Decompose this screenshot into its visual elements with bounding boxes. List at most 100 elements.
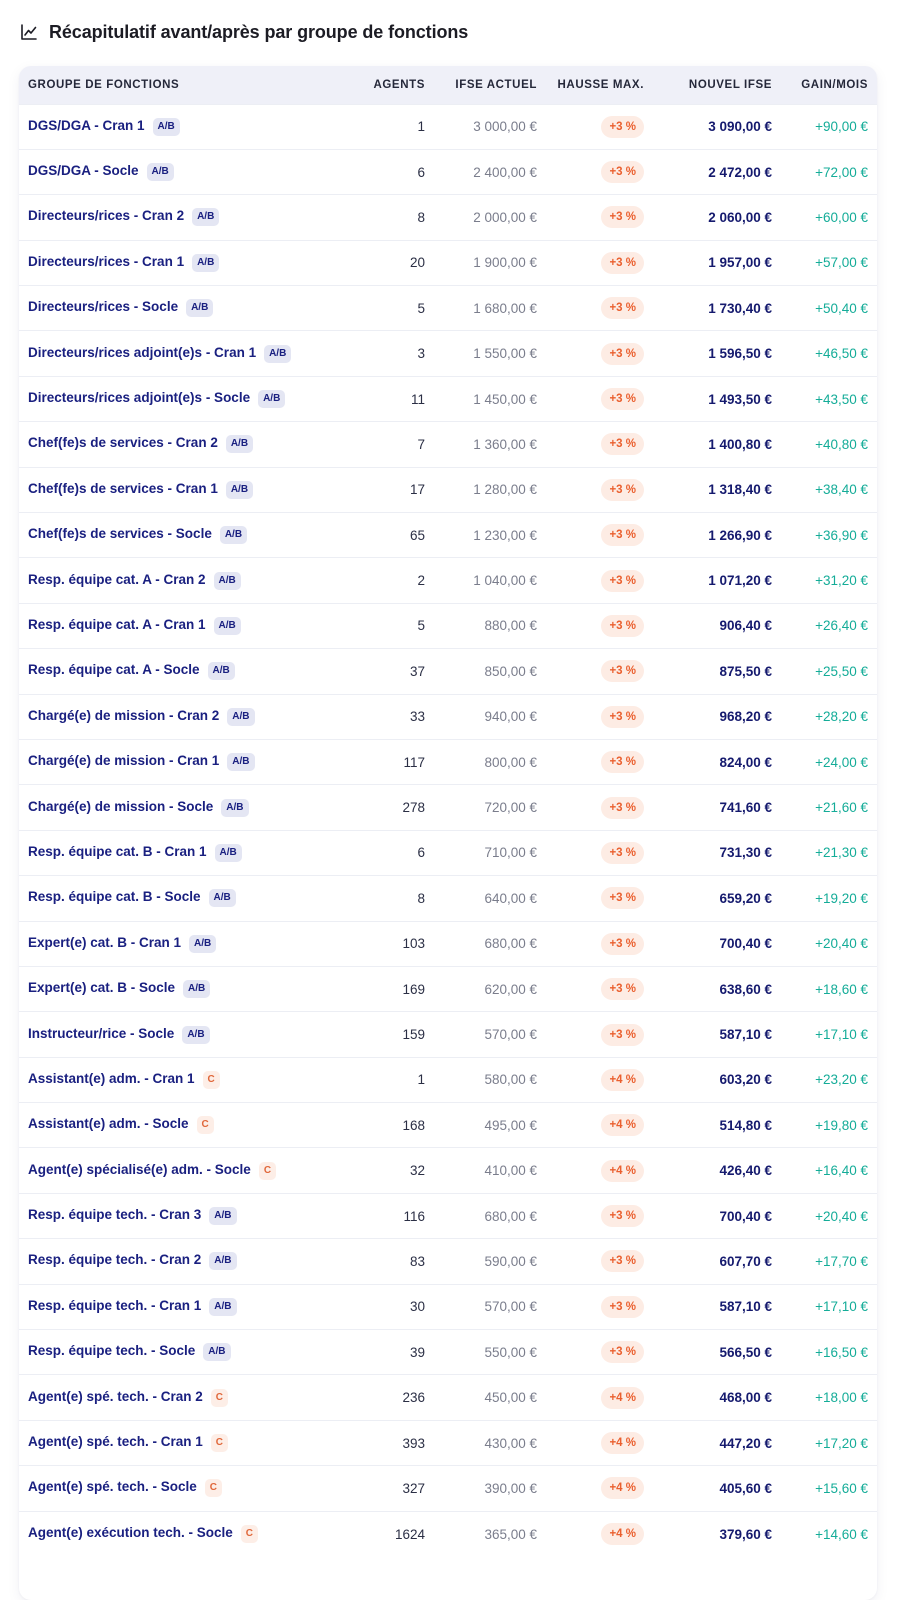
cell-ifse-actuel: 1 550,00 €: [473, 346, 537, 362]
cell-agents: 169: [402, 981, 425, 997]
groupe-label: Agent(e) spé. tech. - Socle: [28, 1479, 197, 1495]
table-row: DGS/DGA - Cran 1 A/B 1 3 000,00 € +3 % 3 090,…: [19, 104, 877, 149]
cell-gain-mois: +20,40 €: [815, 1208, 868, 1224]
cell-hausse-max: +4 %: [546, 1375, 666, 1420]
cell-groupe: Resp. équipe cat. A - Cran 1 A/B: [19, 603, 354, 648]
cell-ifse-actuel: 800,00 €: [484, 754, 537, 770]
cell-hausse-max: +3 %: [546, 240, 666, 285]
cell-ifse-actuel: 940,00 €: [484, 709, 537, 725]
cell-nouvel-ifse: 1 071,20 €: [708, 573, 772, 589]
groupe-label: Resp. équipe cat. A - Cran 2: [28, 571, 206, 587]
table-row: Agent(e) exécution tech. - Socle C 1624 365…: [19, 1511, 877, 1556]
groupe-label: Assistant(e) adm. - Cran 1: [28, 1070, 195, 1086]
groupe-label: Chargé(e) de mission - Cran 2: [28, 707, 220, 723]
cell-groupe: Directeurs/rices - Cran 1 A/B: [19, 240, 354, 285]
table-row: Directeurs/rices - Cran 2 A/B 8 2 000,00 € +…: [19, 194, 877, 240]
cell-ifse-actuel: 620,00 €: [484, 981, 537, 997]
hausse-pill: +3 %: [601, 569, 644, 592]
cell-ifse-actuel: 495,00 €: [484, 1117, 537, 1133]
cell-gain-mois: +16,40 €: [815, 1163, 868, 1179]
cell-hausse-max: +3 %: [546, 286, 666, 331]
cell-nouvel-ifse: 607,70 €: [719, 1253, 772, 1269]
hausse-pill: +3 %: [601, 206, 644, 229]
cell-groupe: Resp. équipe cat. A - Socle A/B: [19, 649, 354, 694]
category-badge: A/B: [264, 344, 292, 363]
cell-gain-mois: +23,20 €: [815, 1072, 868, 1088]
groupe-label: Resp. équipe tech. - Cran 1: [28, 1297, 202, 1313]
cell-ifse-actuel: 680,00 €: [484, 936, 537, 952]
cell-groupe: Assistant(e) adm. - Cran 1 C: [19, 1057, 354, 1102]
cell-groupe: DGS/DGA - Cran 1 A/B: [19, 104, 354, 149]
table-row: Resp. équipe cat. A - Cran 2 A/B 2 1 040,00…: [19, 557, 877, 603]
cell-agents: 1624: [394, 1526, 425, 1542]
cell-hausse-max: +3 %: [546, 694, 666, 739]
cell-agents: 11: [410, 391, 425, 407]
cell-hausse-max: +3 %: [546, 603, 666, 648]
cell-agents: 1: [417, 1072, 425, 1088]
groupe-label: Resp. équipe cat. B - Cran 1: [28, 843, 207, 859]
cell-groupe: Chargé(e) de mission - Socle A/B: [19, 785, 354, 830]
table-header-row: GROUPE DE FONCTIONS AGENTS IFSE ACTUEL H…: [19, 66, 877, 104]
cell-agents: 5: [417, 618, 425, 634]
cell-groupe: Chargé(e) de mission - Cran 1 A/B: [19, 739, 354, 784]
column-header-hausse-max: HAUSSE MAX.: [557, 78, 644, 91]
category-badge: A/B: [219, 526, 248, 545]
cell-gain-mois: +17,10 €: [815, 1299, 868, 1315]
cell-nouvel-ifse: 587,10 €: [719, 1299, 772, 1315]
cell-groupe: Agent(e) spécialisé(e) adm. - Socle C: [19, 1148, 354, 1193]
hausse-pill: +3 %: [601, 161, 644, 184]
category-badge: A/B: [227, 707, 255, 726]
cell-hausse-max: +4 %: [546, 1466, 666, 1511]
table-row: Chef(fe)s de services - Cran 2 A/B 7 1 360,…: [19, 421, 877, 467]
cell-groupe: Resp. équipe tech. - Socle A/B: [19, 1330, 354, 1375]
table-row: Resp. équipe cat. A - Cran 1 A/B 5 880,00 €…: [19, 603, 877, 648]
cell-ifse-actuel: 1 040,00 €: [473, 573, 537, 589]
category-badge: A/B: [209, 1297, 237, 1316]
hausse-pill: +4 %: [601, 1114, 644, 1137]
groupe-label: Resp. équipe cat. A - Socle: [28, 662, 200, 678]
cell-gain-mois: +20,40 €: [815, 936, 868, 952]
table-row: DGS/DGA - Socle A/B 6 2 400,00 € +3 % 2 472,0…: [19, 149, 877, 194]
cell-groupe: Agent(e) spé. tech. - Socle C: [19, 1466, 354, 1511]
cell-ifse-actuel: 850,00 €: [484, 663, 537, 679]
groupe-label: Expert(e) cat. B - Socle: [28, 980, 176, 996]
cell-groupe: Directeurs/rices adjoint(e)s - Socle A/B: [19, 376, 354, 421]
cell-hausse-max: +4 %: [546, 1148, 666, 1193]
cell-gain-mois: +36,90 €: [815, 527, 868, 543]
cell-agents: 83: [409, 1253, 425, 1269]
cell-hausse-max: +3 %: [546, 195, 666, 240]
hausse-pill: +4 %: [601, 1477, 644, 1500]
cell-agents: 17: [409, 482, 425, 498]
groupe-label: Resp. équipe tech. - Socle: [28, 1343, 196, 1359]
cell-ifse-actuel: 590,00 €: [484, 1253, 537, 1269]
cell-nouvel-ifse: 906,40 €: [719, 618, 772, 634]
cell-hausse-max: +3 %: [546, 1284, 666, 1329]
category-badge: C: [202, 1070, 220, 1089]
groupe-label: Chargé(e) de mission - Cran 1: [28, 753, 220, 769]
panel-header: Récapitulatif avant/après par groupe de …: [20, 20, 468, 44]
cell-hausse-max: +3 %: [546, 921, 666, 966]
cell-gain-mois: +15,60 €: [815, 1480, 868, 1496]
cell-ifse-actuel: 365,00 €: [484, 1526, 537, 1542]
cell-nouvel-ifse: 1 730,40 €: [708, 300, 772, 316]
category-badge: A/B: [208, 889, 236, 908]
hausse-pill: +3 %: [601, 1295, 644, 1318]
table-row: Chef(fe)s de services - Socle A/B 65 1 230,…: [19, 512, 877, 558]
cell-gain-mois: +38,40 €: [815, 482, 868, 498]
cell-gain-mois: +21,30 €: [815, 845, 868, 861]
cell-groupe: Chef(fe)s de services - Cran 1 A/B: [19, 467, 354, 512]
groupe-label: Instructeur/rice - Socle: [28, 1025, 175, 1041]
cell-agents: 2: [417, 573, 425, 589]
groupe-label: Resp. équipe cat. A - Cran 1: [28, 616, 206, 632]
cell-ifse-actuel: 640,00 €: [484, 890, 537, 906]
cell-nouvel-ifse: 659,20 €: [719, 890, 772, 906]
groupe-label: Agent(e) spé. tech. - Cran 2: [28, 1388, 203, 1404]
cell-groupe: Resp. équipe cat. A - Cran 2 A/B: [19, 558, 354, 603]
table-row: Directeurs/rices adjoint(e)s - Cran 1 A/B…: [19, 330, 877, 376]
cell-agents: 39: [409, 1344, 425, 1360]
cell-groupe: Agent(e) exécution tech. - Socle C: [19, 1511, 354, 1556]
cell-gain-mois: +21,60 €: [815, 800, 868, 816]
cell-gain-mois: +60,00 €: [815, 209, 868, 225]
cell-nouvel-ifse: 447,20 €: [719, 1435, 772, 1451]
cell-agents: 117: [403, 754, 425, 770]
